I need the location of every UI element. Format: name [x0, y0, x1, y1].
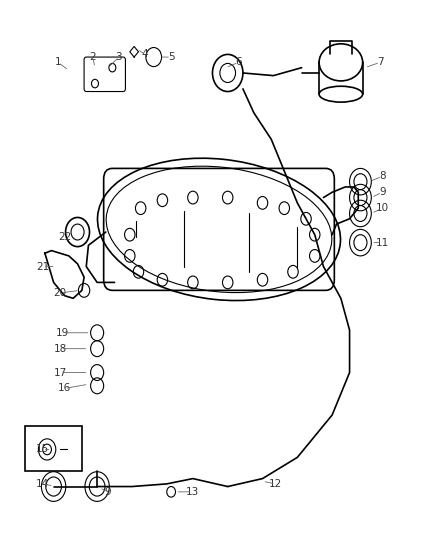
- Text: 7: 7: [377, 58, 383, 67]
- Text: 18: 18: [53, 344, 67, 354]
- Text: 17: 17: [53, 368, 67, 377]
- Text: 4: 4: [142, 50, 148, 59]
- Text: 13: 13: [186, 487, 200, 497]
- Text: 8: 8: [379, 172, 385, 181]
- Text: 15: 15: [36, 445, 49, 455]
- Text: 2: 2: [89, 52, 96, 62]
- Text: 21: 21: [36, 262, 49, 271]
- Text: 5: 5: [168, 52, 174, 62]
- Text: 1: 1: [55, 58, 61, 67]
- Text: 9: 9: [379, 187, 385, 197]
- Text: 6: 6: [235, 58, 242, 67]
- Text: 19: 19: [56, 328, 69, 338]
- Text: 20: 20: [53, 288, 67, 298]
- Text: 3: 3: [116, 52, 122, 62]
- Text: 10: 10: [376, 203, 389, 213]
- Text: 12: 12: [269, 479, 282, 489]
- Text: 11: 11: [375, 238, 389, 248]
- Text: 22: 22: [58, 232, 71, 243]
- Text: 9: 9: [105, 487, 111, 497]
- Text: 14: 14: [36, 479, 49, 489]
- Text: 16: 16: [58, 383, 71, 393]
